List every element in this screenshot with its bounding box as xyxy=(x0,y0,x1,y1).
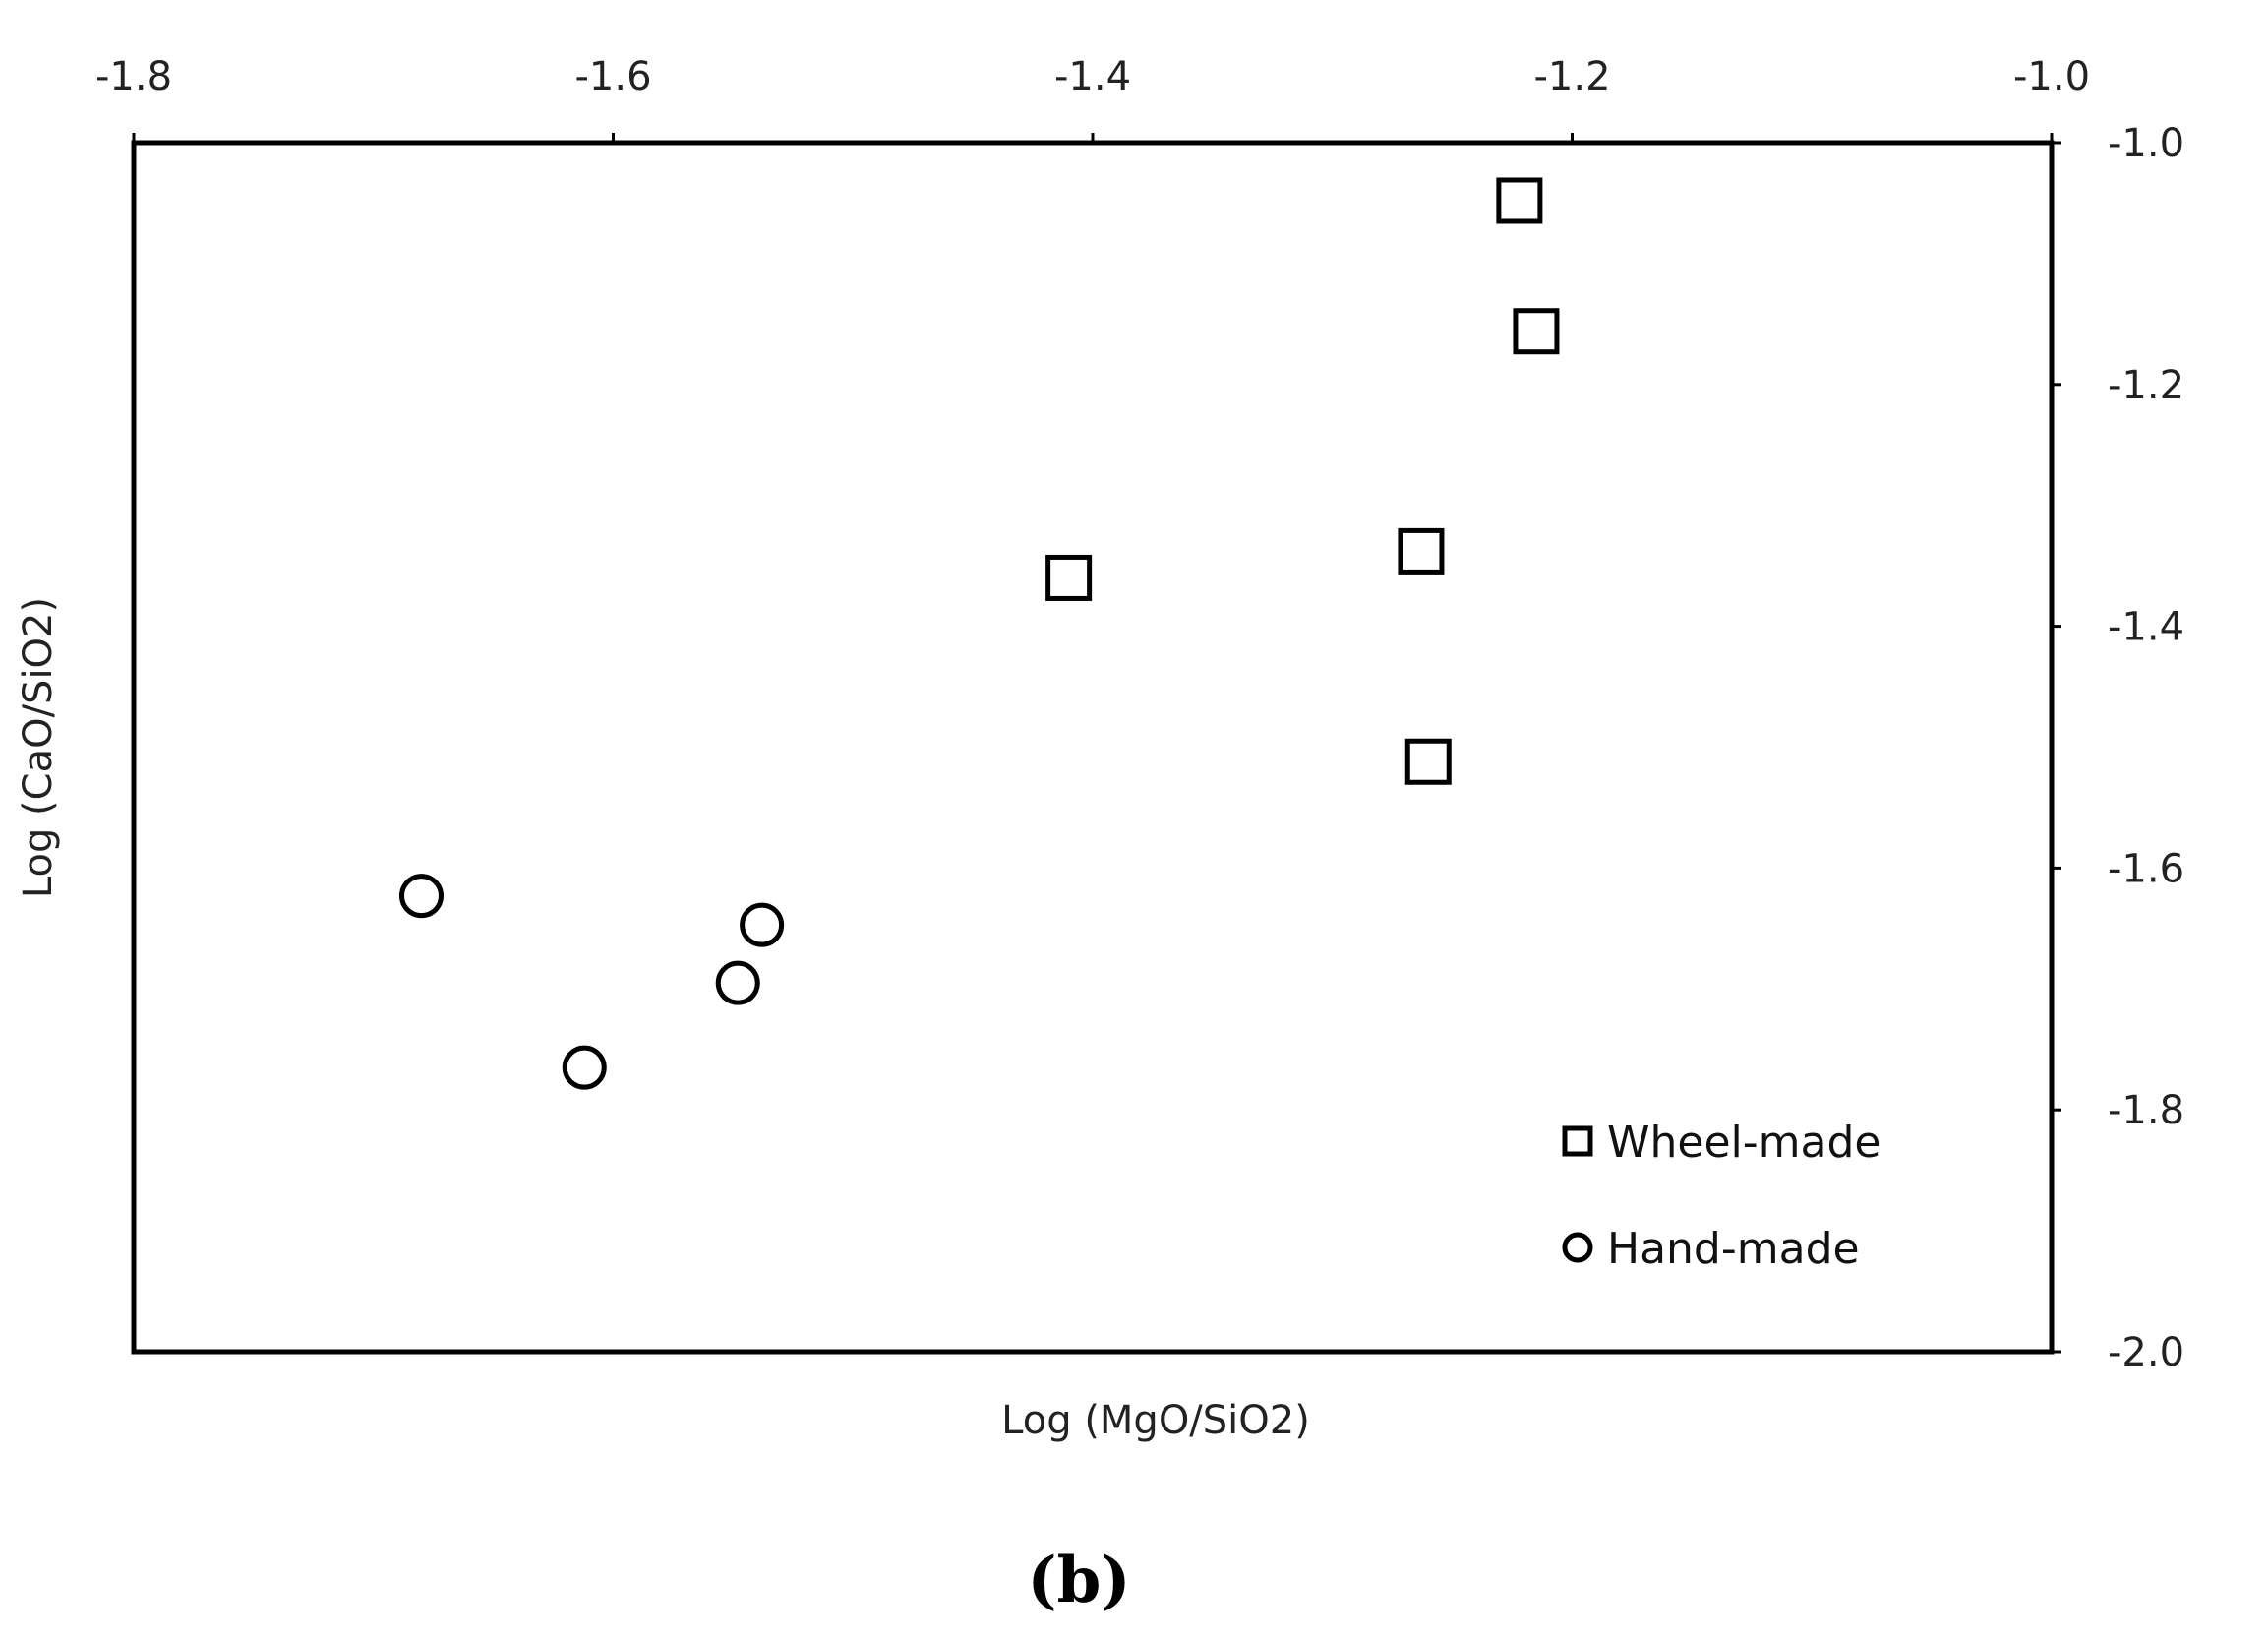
hand-made-point xyxy=(562,1045,607,1090)
legend: Wheel-made Hand-made xyxy=(1562,1118,1880,1274)
wheel-made-point xyxy=(1045,554,1093,601)
x-tick-label: -1.6 xyxy=(574,54,651,99)
plot-frame xyxy=(131,140,2055,1355)
y-axis-ticks: -1.0 -1.2 -1.4 -1.6 -1.8 -2.0 xyxy=(2052,121,2184,1375)
panel-label: (b) xyxy=(1027,1544,1130,1617)
x-tick-label: -1.8 xyxy=(95,54,172,99)
x-tick-label: -1.2 xyxy=(1533,54,1610,99)
y-tick-label: -1.0 xyxy=(2108,121,2184,166)
y-tick-label: -1.8 xyxy=(2108,1088,2184,1133)
wheel-made-point xyxy=(1404,738,1452,785)
legend-label: Wheel-made xyxy=(1607,1118,1880,1168)
wheel-made-point xyxy=(1513,308,1560,355)
data-points xyxy=(399,177,1560,1090)
y-tick-label: -1.6 xyxy=(2108,846,2184,891)
legend-square-marker xyxy=(1562,1125,1593,1157)
x-axis-title: Log (MgO/SiO2) xyxy=(1001,1398,1310,1443)
hand-made-point xyxy=(740,902,785,947)
hand-made-point xyxy=(715,960,760,1005)
y-tick-label: -1.2 xyxy=(2108,363,2184,408)
y-tick-label: -1.4 xyxy=(2108,605,2184,650)
wheel-made-point xyxy=(1398,527,1445,575)
legend-label: Hand-made xyxy=(1607,1224,1860,1274)
x-tick-label: -1.4 xyxy=(1054,54,1131,99)
x-axis-ticks: -1.8 -1.6 -1.4 -1.2 -1.0 xyxy=(95,54,2090,143)
y-tick-label: -2.0 xyxy=(2108,1330,2184,1375)
y-axis-title: Log (CaO/SiO2) xyxy=(16,597,61,898)
x-tick-label: -1.0 xyxy=(2013,54,2090,99)
wheel-made-point xyxy=(1496,177,1543,224)
legend-circle-marker xyxy=(1562,1232,1593,1263)
hand-made-point xyxy=(399,874,444,919)
